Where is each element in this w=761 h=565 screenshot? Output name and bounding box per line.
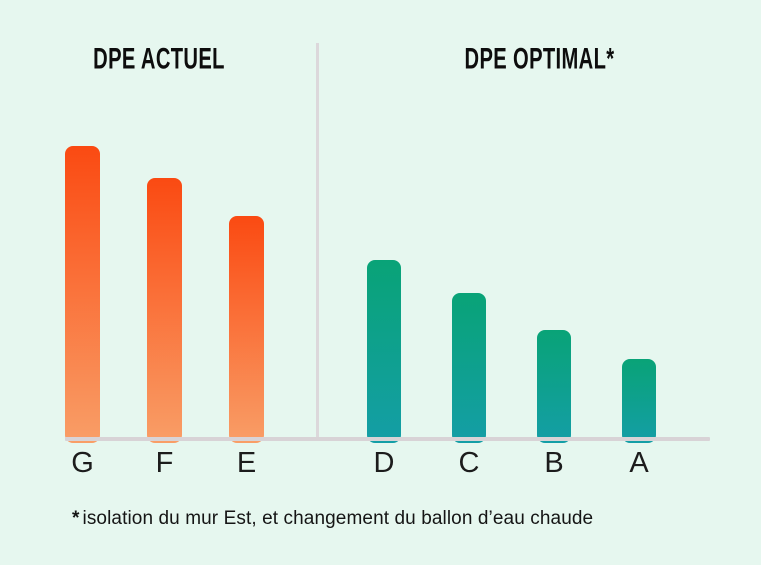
bar-column-g [65,0,100,443]
bar-column-f [147,0,182,443]
panel-divider-line [316,43,319,441]
category-label-g: G [71,447,94,479]
left-panel-title: DPE ACTUEL [93,41,225,76]
category-label-d: D [373,447,395,479]
category-label-f: F [155,447,174,479]
bar-d [367,260,401,443]
category-label-a: A [629,447,649,479]
dpe-actuel-bars [65,0,264,443]
category-label-b: B [544,447,564,479]
bar-b [537,330,571,443]
bar-a [622,359,656,443]
bar-e [229,216,264,443]
bar-c [452,293,486,443]
category-label-e: E [236,447,257,479]
bar-f [147,178,182,443]
footnote: * isolation du mur Est, et changement du … [72,508,593,530]
bar-column-e [229,0,264,443]
right-panel-title: DPE OPTIMAL* [464,41,615,76]
footnote-asterisk: * [72,508,80,529]
dpe-optimal-bars [367,0,656,443]
x-axis-line [65,437,710,441]
bar-g [65,146,100,443]
bar-column-c [452,0,486,443]
bar-column-a [622,0,656,443]
category-label-c: C [458,447,480,479]
footnote-text: isolation du mur Est, et changement du b… [82,508,594,529]
bar-column-b [537,0,571,443]
bar-column-d [367,0,401,443]
